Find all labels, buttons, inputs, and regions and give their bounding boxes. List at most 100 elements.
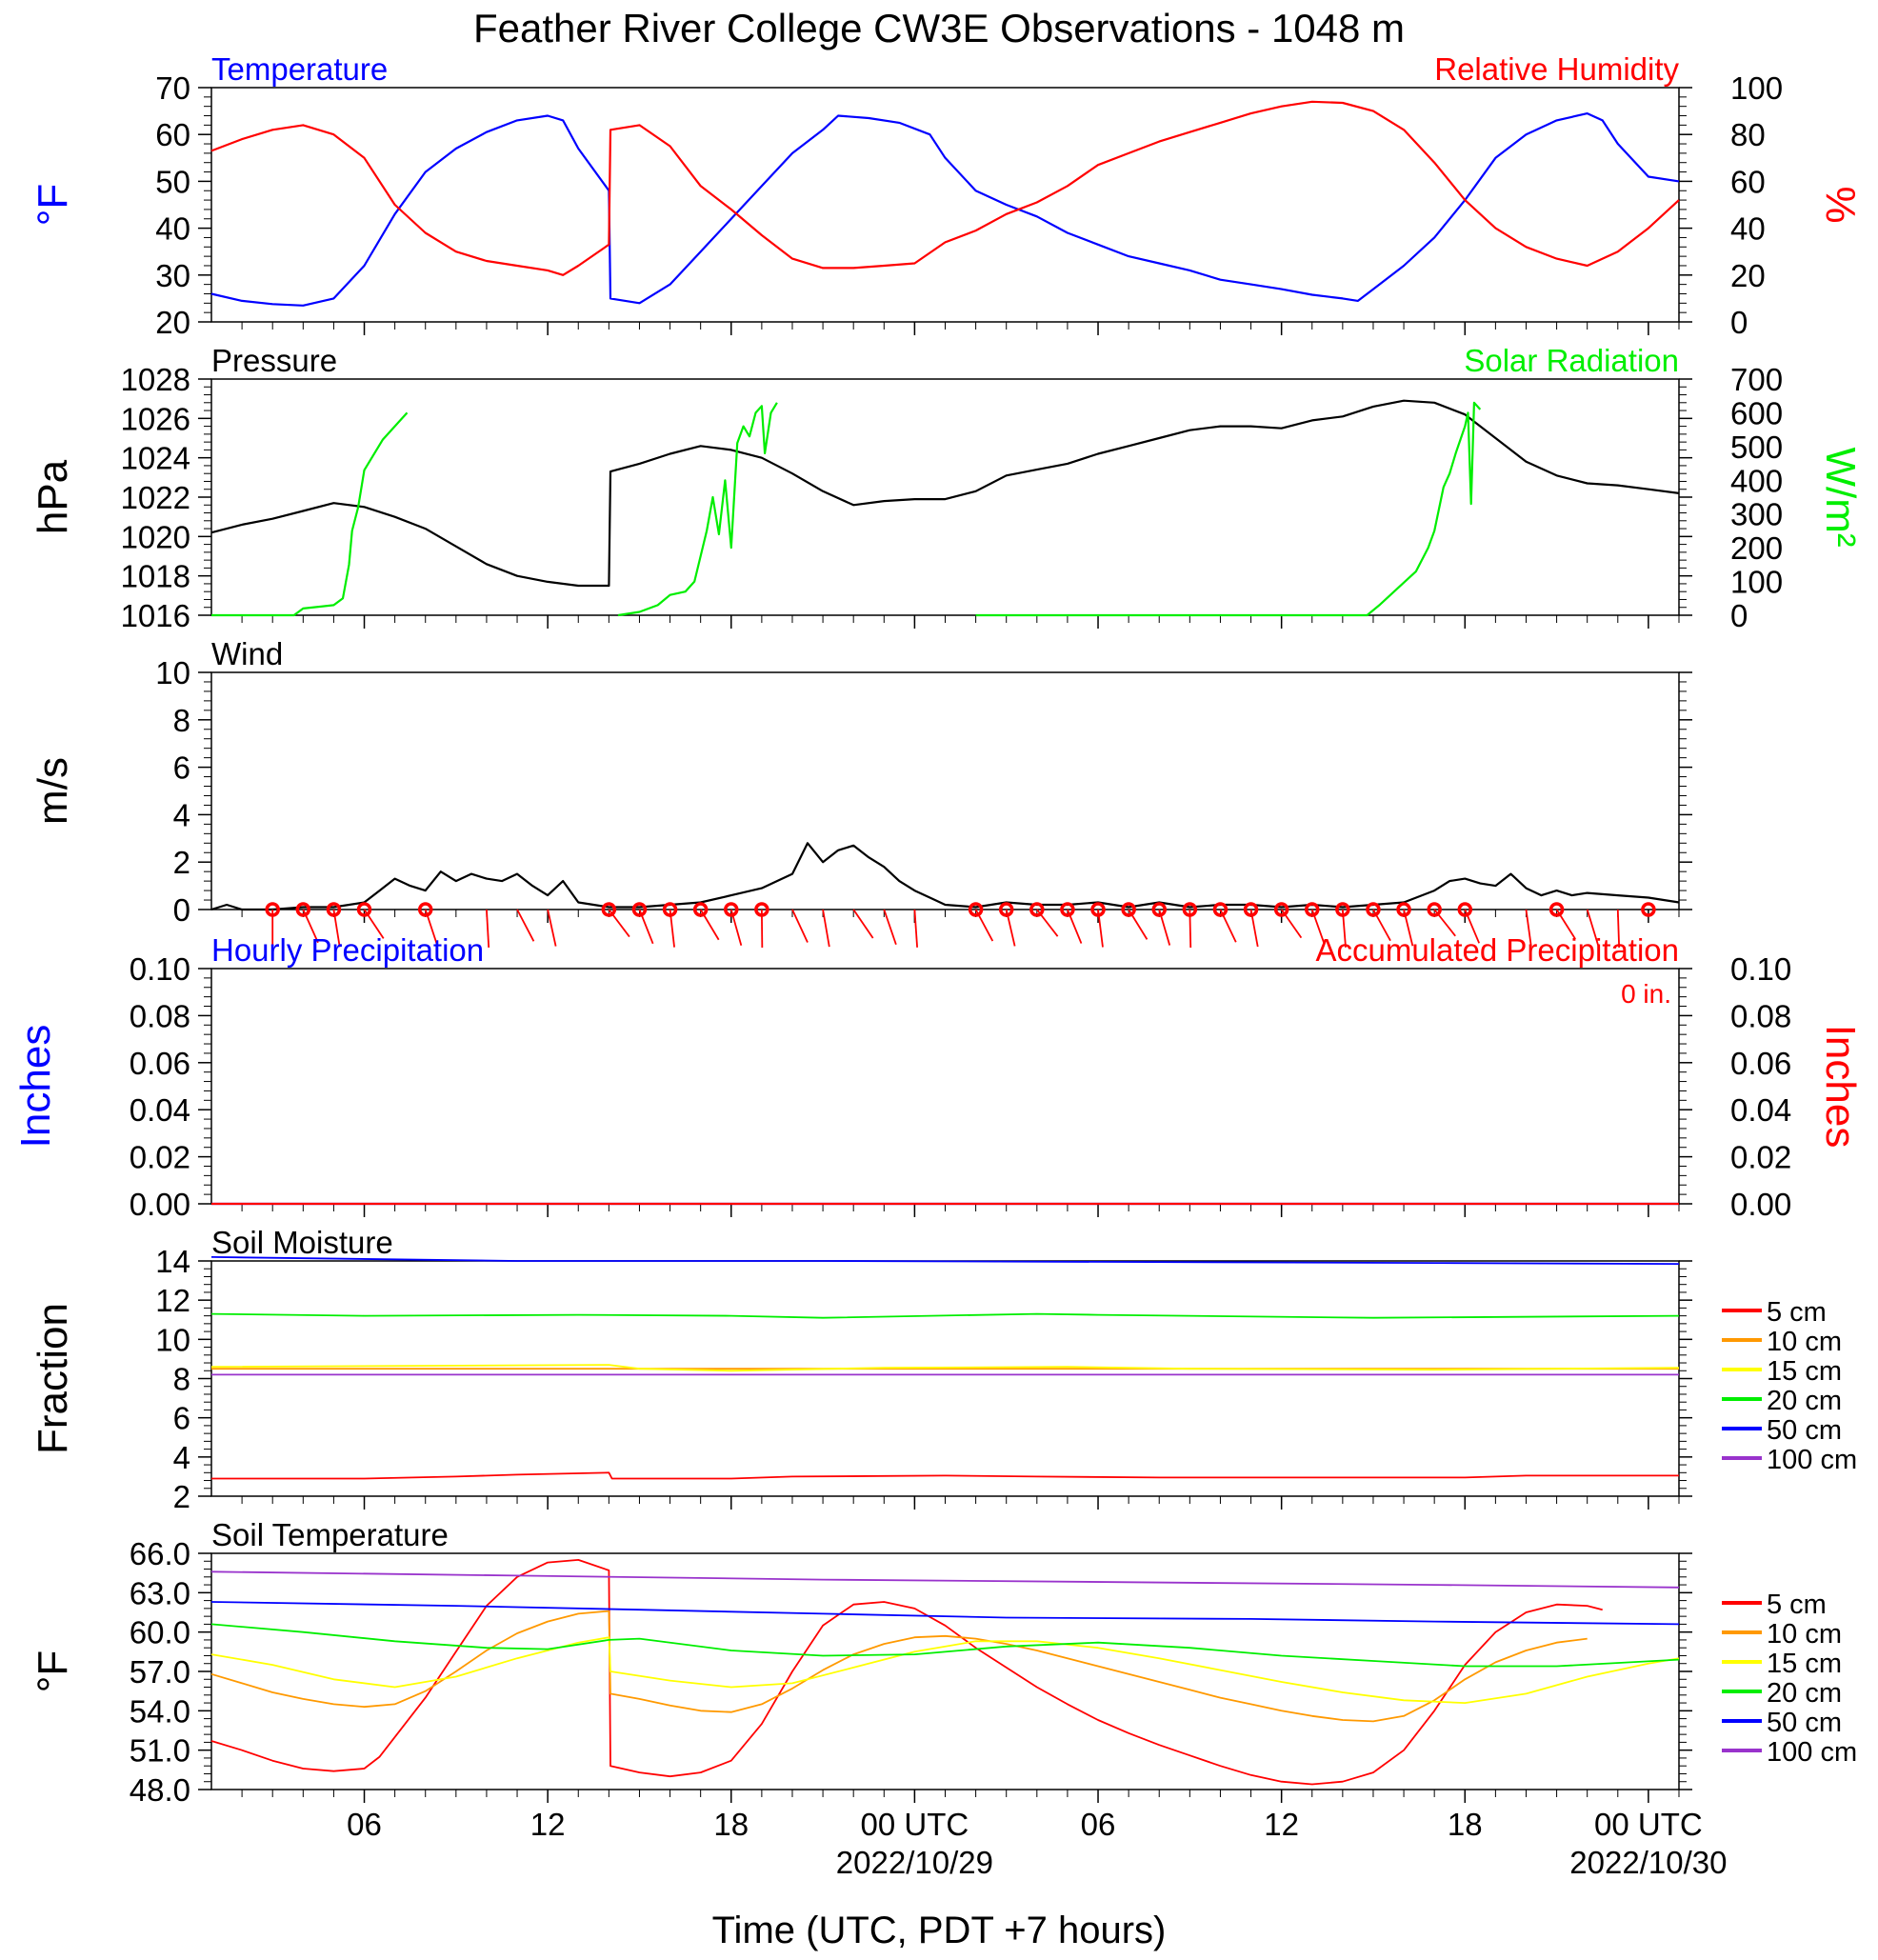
- y-axis-label-left: Fraction: [30, 1303, 76, 1454]
- y-tick-label-right: 100: [1730, 565, 1783, 600]
- series-line: [210, 112, 1680, 307]
- y-tick-label-right: 40: [1730, 211, 1766, 247]
- y-tick-label-left: 2: [173, 1479, 190, 1514]
- wind-calm-circle: [265, 902, 280, 917]
- y-tick-label-right: 0.02: [1730, 1140, 1791, 1175]
- y-tick-label-left: 0.10: [130, 951, 190, 987]
- x-tick-label: 12: [530, 1807, 566, 1842]
- wind-calm-circle: [1212, 902, 1229, 917]
- legend-label: 5 cm: [1767, 1297, 1827, 1328]
- y-tick-label-right: 700: [1730, 362, 1783, 397]
- legend-label: 100 cm: [1767, 1445, 1857, 1475]
- x-tick-label: 06: [347, 1807, 382, 1842]
- wind-barb: [486, 909, 490, 948]
- y-axis-label-right: Inches: [1817, 1025, 1864, 1149]
- y-tick-label-left: 0.02: [130, 1140, 190, 1175]
- series-line: [210, 399, 1680, 588]
- series-line: [975, 401, 1482, 617]
- wind-barb: [883, 909, 897, 946]
- y-axis-label-right: %: [1817, 186, 1864, 223]
- y-tick-label-right: 80: [1730, 117, 1766, 152]
- legend-label: 10 cm: [1767, 1327, 1842, 1357]
- wind-calm-circle: [356, 902, 372, 917]
- legend-label: 50 cm: [1767, 1708, 1842, 1738]
- y-tick-label-left: 1026: [121, 401, 190, 436]
- y-tick-label-right: 200: [1730, 530, 1783, 566]
- y-tick-label-left: 12: [155, 1283, 190, 1318]
- y-tick-label-left: 63.0: [130, 1575, 190, 1610]
- wind-barb: [913, 909, 919, 948]
- wind-calm-circle: [1060, 902, 1075, 917]
- series-line: [210, 1256, 1680, 1265]
- wind-calm-circle: [1243, 902, 1259, 917]
- y-tick-label-left: 1020: [121, 519, 190, 554]
- x-tick-date-label: 2022/10/30: [1569, 1845, 1727, 1880]
- y-tick-label-left: 4: [173, 797, 190, 832]
- y-tick-label-left: 0.04: [130, 1092, 190, 1128]
- y-tick-label-left: 70: [155, 70, 190, 106]
- legend-label: 15 cm: [1767, 1649, 1842, 1679]
- series-line: [211, 411, 409, 617]
- wind-calm-circle: [326, 902, 342, 917]
- wind-barb: [547, 909, 557, 947]
- panel-title-right: Accumulated Precipitation: [1315, 932, 1679, 968]
- y-axis-label-left: m/s: [30, 757, 76, 825]
- panel-pressure_solar: 1016 1018 1020 1022 1024 1026 1028 010020030040…: [30, 343, 1864, 633]
- wind-barb: [791, 909, 809, 943]
- y-tick-label-left: 8: [173, 1362, 190, 1397]
- y-tick-label-left: 1018: [121, 559, 190, 594]
- wind-calm-circle: [631, 902, 648, 917]
- wind-calm-circle: [1121, 902, 1136, 917]
- y-tick-label-right: 0: [1730, 598, 1748, 633]
- precip-total-annotation: 0 in.: [1621, 979, 1671, 1009]
- y-tick-label-left: 66.0: [130, 1536, 190, 1571]
- y-tick-label-left: 51.0: [130, 1733, 190, 1769]
- x-tick-label: 18: [713, 1807, 749, 1842]
- legend-label: 15 cm: [1767, 1356, 1842, 1387]
- y-tick-label-right: 60: [1730, 164, 1766, 199]
- y-axis-label-right: W/m²: [1817, 447, 1864, 547]
- y-tick-label-left: 1028: [121, 362, 190, 397]
- series-line: [210, 1636, 1680, 1704]
- wind-calm-circle: [1641, 902, 1656, 917]
- wind-calm-circle: [1335, 902, 1350, 917]
- y-tick-label-right: 500: [1730, 430, 1783, 465]
- panel-temp_rh: 20 30 40 50 60 70 0 20 40 60 80 100 Temperature Relat…: [30, 51, 1864, 340]
- panel-title-left: Temperature: [211, 51, 388, 87]
- y-tick-label-left: 1024: [121, 441, 190, 476]
- panel-wind: 0 2 4 6 8 10 Wind m/s: [30, 636, 1692, 949]
- panel-title-right: Solar Radiation: [1464, 343, 1679, 378]
- y-tick-label-right: 0.00: [1730, 1187, 1791, 1222]
- y-tick-label-left: 2: [173, 845, 190, 880]
- y-tick-label-left: 57.0: [130, 1654, 190, 1690]
- wind-calm-circle: [754, 902, 769, 917]
- series-line: [210, 1312, 1680, 1319]
- series-line: [210, 1570, 1680, 1589]
- x-tick-label: 18: [1448, 1807, 1483, 1842]
- y-tick-label-left: 1022: [121, 480, 190, 515]
- panel-precip: 0.00 0.02 0.04 0.06 0.08 0.10 0.00 0.02 0.04 0.06…: [12, 932, 1864, 1222]
- wind-calm-circle: [1396, 902, 1411, 917]
- y-tick-label-left: 54.0: [130, 1693, 190, 1729]
- y-tick-label-left: 10: [155, 655, 190, 690]
- x-tick-label: 00 UTC: [1594, 1807, 1703, 1842]
- panel-soil_temperature: 48.051.0 54.057.0 60.0 63.0 66.0 Soil Tempera…: [30, 1517, 1857, 1808]
- x-tick-label: 12: [1264, 1807, 1299, 1842]
- y-tick-label-right: 0.10: [1730, 951, 1791, 987]
- wind-calm-circle: [1029, 902, 1045, 917]
- wind-barb: [822, 909, 830, 948]
- x-tick-label: 06: [1081, 1807, 1116, 1842]
- series-line: [210, 1559, 1603, 1786]
- figure-title: Feather River College CW3E Observations …: [473, 6, 1405, 50]
- wind-calm-circle: [998, 902, 1014, 917]
- y-tick-label-left: 8: [173, 703, 190, 738]
- legend-label: 20 cm: [1767, 1386, 1842, 1416]
- wind-calm-circle: [1305, 902, 1320, 917]
- y-tick-label-left: 30: [155, 258, 190, 293]
- series-line: [210, 100, 1680, 276]
- y-tick-label-right: 0.06: [1730, 1046, 1791, 1081]
- series-line: [210, 1623, 1680, 1668]
- legend-label: 5 cm: [1767, 1590, 1827, 1620]
